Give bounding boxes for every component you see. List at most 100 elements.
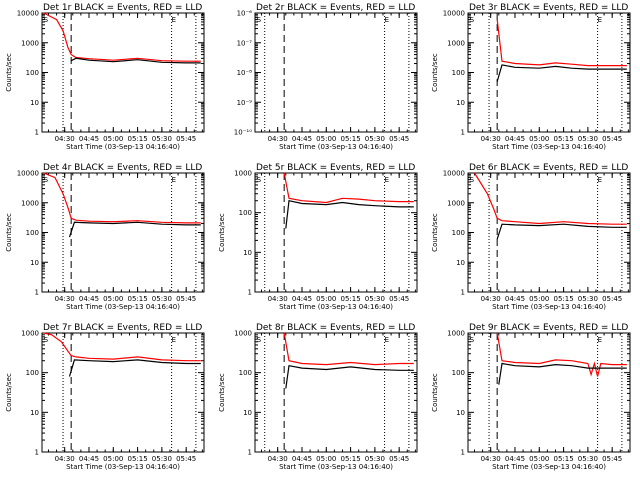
y-tick-label: 10⁻⁸ — [237, 69, 253, 77]
x-tick-label: 05:15 — [127, 455, 147, 463]
x-tick-label: 05:30 — [578, 135, 598, 143]
y-tick-label: 1000 — [21, 39, 39, 47]
x-tick-label: 05:15 — [553, 455, 573, 463]
y-tick-label: 1 — [35, 449, 39, 457]
marker-letter: S — [257, 336, 262, 344]
y-tick-label: 100 — [26, 69, 39, 77]
x-tick-label: 05:30 — [365, 455, 385, 463]
x-tick-label: 05:45 — [176, 135, 196, 143]
x-tick-label: 04:45 — [292, 455, 312, 463]
x-tick-label: 05:45 — [389, 455, 409, 463]
y-tick-label: 1 — [35, 289, 39, 297]
plot-frame — [254, 12, 418, 133]
x-tick-label: 05:15 — [553, 295, 573, 303]
x-tick-label: 05:00 — [316, 455, 336, 463]
events-series-line — [68, 221, 201, 238]
x-tick-label: 04:45 — [79, 295, 99, 303]
x-axis-label: Start Time (03-Sep-13 04:16:40) — [66, 143, 180, 151]
y-axis-label: Counts/sec — [431, 373, 439, 412]
lld-series-line — [43, 172, 201, 224]
lld-series-line — [283, 332, 414, 366]
y-tick-label: 10⁻¹⁰ — [234, 129, 252, 137]
events-series-line — [68, 359, 201, 377]
panel-title: Det 2r BLACK = Events, RED = LLD — [256, 3, 415, 13]
y-tick-label: 100 — [26, 369, 39, 377]
x-tick-label: 05:30 — [152, 455, 172, 463]
x-axis-label: Start Time (03-Sep-13 04:16:40) — [66, 463, 180, 471]
y-tick-label: 10000 — [443, 10, 465, 18]
x-tick-label: 05:15 — [340, 135, 360, 143]
x-tick-label: 05:30 — [152, 135, 172, 143]
x-tick-label: 05:45 — [176, 295, 196, 303]
events-series-line — [498, 362, 627, 385]
plot-frame — [467, 12, 631, 133]
y-tick-label: 100 — [452, 369, 465, 377]
x-axis-label: Start Time (03-Sep-13 04:16:40) — [66, 303, 180, 311]
y-tick-label: 10⁻⁷ — [237, 39, 253, 47]
x-tick-label: 05:45 — [602, 455, 622, 463]
x-tick-label: 04:45 — [292, 295, 312, 303]
y-tick-label: 10000 — [443, 170, 465, 178]
panel-det-2: Det 2r BLACK = Events, RED = LLD 10⁻¹⁰ 10⁻… — [234, 3, 418, 151]
x-tick-label: 05:15 — [340, 455, 360, 463]
y-tick-label: 10⁻⁹ — [237, 99, 253, 107]
y-tick-label: 1000 — [234, 170, 252, 178]
x-tick-label: 05:00 — [103, 295, 123, 303]
x-tick-label: 04:45 — [292, 135, 312, 143]
lld-series-line — [496, 19, 627, 67]
y-tick-label: 1 — [461, 449, 465, 457]
y-tick-label: 1000 — [21, 199, 39, 207]
x-tick-label: 05:15 — [553, 135, 573, 143]
x-tick-label: 04:30 — [55, 455, 75, 463]
x-tick-label: 05:45 — [602, 135, 622, 143]
x-tick-label: 05:00 — [529, 295, 549, 303]
y-tick-label: 10 — [30, 409, 39, 417]
panel-det-6: Det 6r BLACK = Events, RED = LLD 1 10 100 10… — [431, 163, 631, 311]
x-tick-label: 05:00 — [316, 135, 336, 143]
y-axis-label: Counts/sec — [5, 213, 13, 252]
plot-frame — [254, 172, 418, 293]
panel-det-8: Det 8r BLACK = Events, RED = LLD 1 10 100 10… — [218, 323, 418, 471]
marker-letter: S — [44, 176, 49, 184]
lld-series-line — [43, 12, 201, 62]
marker-letter: S — [257, 176, 262, 184]
panel-title: Det 6r BLACK = Events, RED = LLD — [469, 163, 628, 173]
x-axis-label: Start Time (03-Sep-13 04:16:40) — [279, 303, 393, 311]
plot-frame — [41, 332, 205, 453]
x-tick-label: 04:30 — [268, 295, 288, 303]
x-tick-label: 04:45 — [505, 295, 525, 303]
panel-title: Det 4r BLACK = Events, RED = LLD — [43, 163, 202, 173]
marker-letter: E — [385, 336, 389, 344]
x-axis-label: Start Time (03-Sep-13 04:16:40) — [492, 463, 606, 471]
x-tick-label: 04:30 — [268, 455, 288, 463]
x-tick-label: 04:30 — [481, 295, 501, 303]
y-axis-label: Counts/sec — [218, 373, 226, 412]
x-tick-label: 05:30 — [365, 135, 385, 143]
x-tick-label: 05:00 — [529, 455, 549, 463]
x-tick-label: 04:30 — [268, 135, 288, 143]
y-tick-label: 10 — [30, 259, 39, 267]
y-axis-label: Counts/sec — [5, 373, 13, 412]
plot-frame — [467, 332, 631, 453]
events-series-line — [285, 199, 414, 229]
marker-letter: E — [172, 336, 176, 344]
y-tick-label: 100 — [239, 369, 252, 377]
x-axis-label: Start Time (03-Sep-13 04:16:40) — [279, 463, 393, 471]
y-tick-label: 1 — [35, 129, 39, 137]
panel-title: Det 9r BLACK = Events, RED = LLD — [469, 323, 628, 333]
x-tick-label: 05:15 — [340, 295, 360, 303]
y-tick-label: 10 — [456, 259, 465, 267]
y-tick-label: 10 — [243, 409, 252, 417]
x-tick-label: 05:00 — [103, 135, 123, 143]
marker-letter: S — [257, 16, 262, 24]
y-tick-label: 1 — [248, 289, 252, 297]
y-tick-label: 100 — [452, 69, 465, 77]
events-series-line — [496, 64, 627, 82]
y-tick-label: 10 — [30, 99, 39, 107]
y-tick-label: 100 — [452, 229, 465, 237]
y-tick-label: 10 — [456, 409, 465, 417]
y-tick-label: 1 — [248, 449, 252, 457]
y-tick-label: 1000 — [21, 330, 39, 338]
x-axis-label: Start Time (03-Sep-13 04:16:40) — [492, 303, 606, 311]
